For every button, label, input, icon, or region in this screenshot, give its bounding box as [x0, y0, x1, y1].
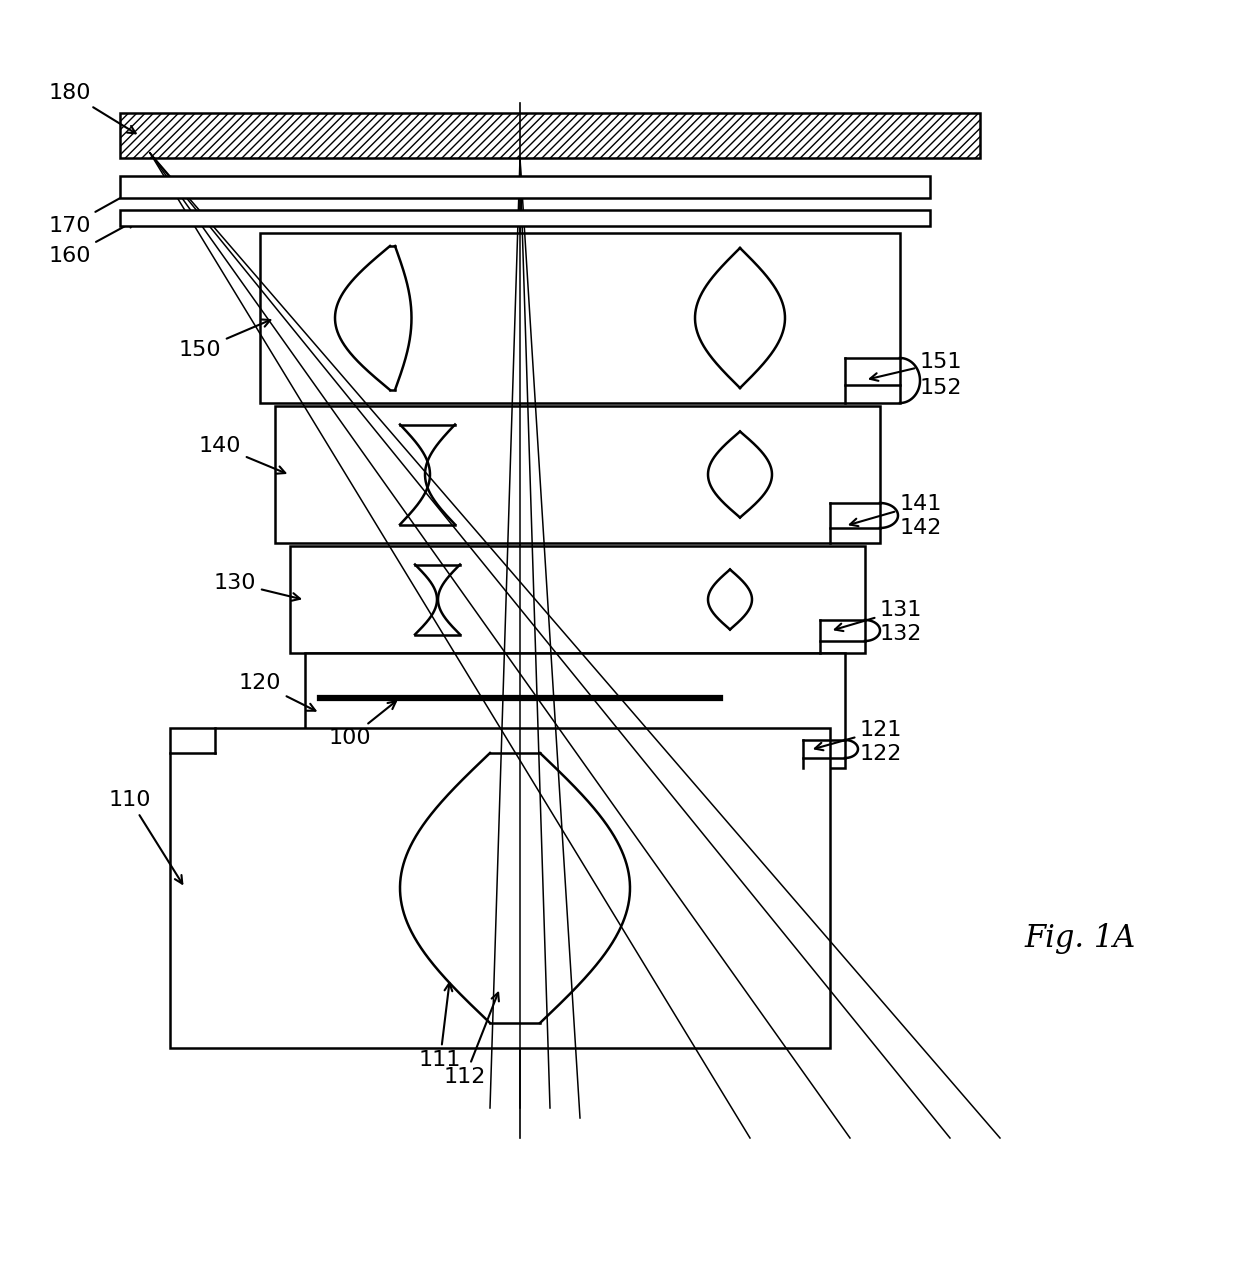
Text: 110: 110	[109, 790, 182, 884]
Text: 112: 112	[444, 993, 498, 1087]
Text: 130: 130	[213, 573, 300, 600]
Text: 180: 180	[48, 82, 135, 134]
Bar	[120, 176, 930, 198]
Text: 160: 160	[48, 220, 135, 267]
Text: 100: 100	[329, 701, 396, 748]
Bar	[275, 406, 880, 544]
Bar	[305, 653, 844, 768]
Text: 132: 132	[880, 623, 923, 644]
Text: 122: 122	[861, 744, 903, 764]
Bar	[120, 113, 980, 158]
Text: 121: 121	[815, 720, 903, 750]
Bar	[120, 113, 980, 158]
Text: 111: 111	[419, 983, 461, 1070]
Bar	[170, 728, 830, 1048]
Text: 152: 152	[920, 377, 962, 398]
Text: 142: 142	[900, 518, 942, 538]
Bar	[260, 233, 900, 403]
Text: 150: 150	[179, 319, 270, 361]
Text: 131: 131	[835, 600, 923, 631]
Text: Fig. 1A: Fig. 1A	[1024, 922, 1136, 953]
Text: 141: 141	[849, 495, 942, 527]
Bar	[120, 210, 930, 225]
Bar	[290, 546, 866, 653]
Text: 170: 170	[48, 189, 135, 236]
Text: 140: 140	[198, 437, 285, 474]
Text: 120: 120	[239, 674, 315, 711]
Text: 151: 151	[870, 352, 962, 381]
